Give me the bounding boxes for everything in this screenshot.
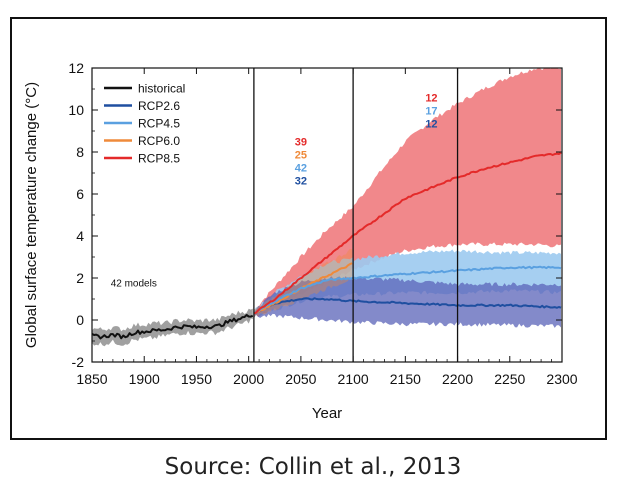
model-count-label: 32 [295, 176, 307, 188]
y-tick-label: -2 [72, 354, 85, 370]
temperature-chart: -2 0 2 4 6 8 10 12 1850 1900 1950 2000 2050 2100 2150 2… [23, 60, 578, 422]
legend-label: RCP6.0 [138, 134, 180, 148]
legend-label: historical [138, 82, 185, 96]
models-annotation: 42 models [111, 278, 157, 289]
y-tick-label: 8 [76, 144, 84, 160]
x-tick-label: 2200 [442, 371, 473, 387]
x-tick-label: 1900 [129, 371, 160, 387]
x-tick-label: 2250 [494, 371, 525, 387]
series-line-rcp85 [253, 151, 562, 315]
model-count-label: 39 [295, 137, 307, 149]
x-tick-label: 1950 [181, 371, 212, 387]
y-tick-label: 0 [76, 312, 84, 328]
x-axis-label: Year [312, 405, 342, 422]
model-count-label: 17 [425, 106, 437, 118]
series-line-historical [91, 314, 254, 340]
y-tick-label: 4 [76, 228, 84, 244]
figure-frame: -2 0 2 4 6 8 10 12 1850 1900 1950 2000 2050 2100 2150 2… [10, 17, 607, 440]
legend-label: RCP4.5 [138, 117, 180, 131]
model-count-label: 12 [425, 93, 437, 105]
x-tick-label: 2300 [546, 371, 577, 387]
y-tick-label: 2 [76, 270, 84, 286]
band-rcp85 [253, 68, 561, 319]
y-tick-label: 12 [68, 60, 84, 76]
model-count-label: 25 [295, 150, 307, 162]
y-tick-label: 10 [68, 102, 84, 118]
x-tick-label: 2150 [390, 371, 421, 387]
y-tick-label: 6 [76, 186, 84, 202]
band-rcp26 [253, 276, 561, 328]
legend-label: RCP2.6 [138, 99, 180, 113]
x-tick-label: 1850 [76, 371, 107, 387]
x-tick-label: 2000 [233, 371, 264, 387]
figure-caption: Source: Collin et al., 2013 [164, 454, 462, 480]
x-tick-label: 2050 [285, 371, 316, 387]
y-axis-label: Global surface temperature change (°C) [23, 82, 40, 348]
model-count-label: 12 [425, 119, 437, 131]
model-count-label: 42 [295, 163, 307, 175]
x-tick-label: 2100 [338, 371, 369, 387]
series-line-rcp26 [253, 297, 562, 315]
series-line-rcp45 [253, 265, 562, 315]
legend-label: RCP8.5 [138, 152, 180, 166]
